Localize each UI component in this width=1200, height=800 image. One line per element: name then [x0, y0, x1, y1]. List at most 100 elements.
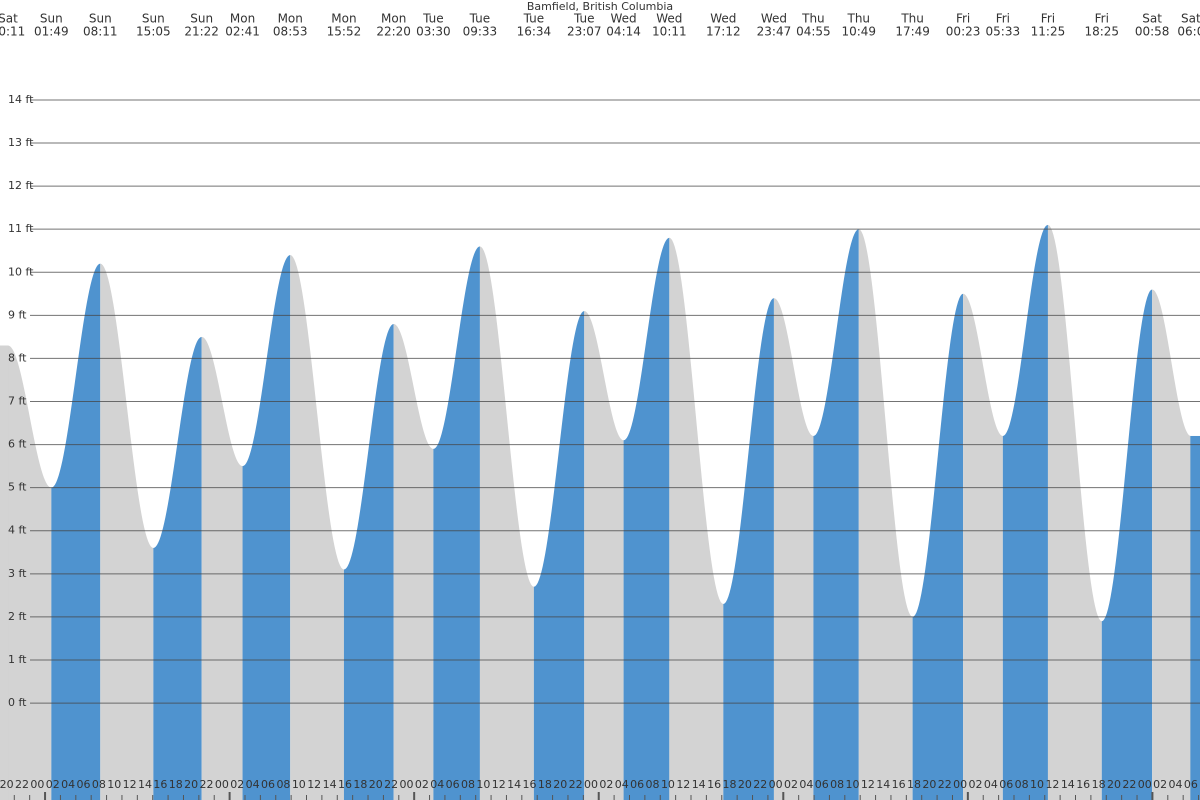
- extreme-day: Sat: [1181, 12, 1200, 26]
- extreme-day: Fri: [996, 12, 1010, 26]
- falling-tide: [773, 298, 814, 800]
- hour-label: 04: [984, 778, 998, 791]
- hour-label: 12: [676, 778, 690, 791]
- hour-label: 14: [138, 778, 152, 791]
- extreme-time: 09:33: [463, 25, 498, 39]
- hour-label: 22: [753, 778, 767, 791]
- hour-label: 20: [738, 778, 752, 791]
- falling-tide: [584, 311, 624, 800]
- extreme-time: 23:07: [567, 25, 602, 39]
- hour-label: 00: [399, 778, 413, 791]
- falling-tide: [669, 237, 724, 800]
- extreme-time: 08:11: [83, 25, 118, 39]
- extreme-time: 04:55: [796, 25, 831, 39]
- y-tick-label: 4 ft: [8, 524, 27, 537]
- falling-tide: [290, 255, 344, 800]
- rising-tide: [433, 246, 480, 800]
- extreme-time: 22:20: [376, 25, 411, 39]
- labels: 14 ft 13 ft 12 ft 11 ft 10 ft 9 ft 8 ft 7 ft 6 f…: [0, 12, 1200, 800]
- hour-label: 02: [415, 778, 429, 791]
- falling-tide: [1152, 289, 1191, 800]
- hour-label: 06: [446, 778, 460, 791]
- extreme-time: 21:22: [184, 25, 219, 39]
- hour-label: 16: [892, 778, 906, 791]
- extreme-time: 20:11: [0, 25, 25, 39]
- extreme-day: Fri: [956, 12, 970, 26]
- hour-label: 06: [77, 778, 91, 791]
- extreme-time: 06:0: [1177, 25, 1200, 39]
- hour-label: 22: [569, 778, 583, 791]
- y-tick-label: 11 ft: [8, 222, 34, 235]
- hour-label: 20: [369, 778, 383, 791]
- extreme-day: Tue: [469, 12, 491, 26]
- hour-label: 22: [384, 778, 398, 791]
- hour-label: 20: [184, 778, 198, 791]
- extreme-time: 15:05: [136, 25, 171, 39]
- extreme-day: Wed: [611, 12, 637, 26]
- extreme-day: Mon: [331, 12, 356, 26]
- hour-label: 04: [799, 778, 813, 791]
- rising-tide: [1002, 224, 1048, 800]
- hour-label: 02: [784, 778, 798, 791]
- y-tick-label: 10 ft: [8, 265, 34, 278]
- rising-tide: [242, 255, 291, 800]
- extreme-time: 23:47: [757, 25, 792, 39]
- hour-label: 18: [169, 778, 183, 791]
- hour-label: 10: [476, 778, 490, 791]
- hour-label: 16: [707, 778, 721, 791]
- rising-tide: [51, 263, 101, 800]
- hour-label: 00: [215, 778, 229, 791]
- falling-tide: [1047, 224, 1102, 800]
- y-tick-label: 1 ft: [8, 653, 27, 666]
- tide-fills: [0, 224, 1200, 800]
- hour-label: 08: [646, 778, 660, 791]
- extreme-time: 04:14: [606, 25, 641, 39]
- extreme-time: 00:23: [946, 25, 981, 39]
- rising-tide: [343, 323, 394, 800]
- y-tick-label: 14 ft: [8, 93, 34, 106]
- hour-label: 06: [261, 778, 275, 791]
- hour-label: 10: [661, 778, 675, 791]
- extreme-time: 17:49: [895, 25, 930, 39]
- hour-label: 04: [61, 778, 75, 791]
- hour-label: 06: [815, 778, 829, 791]
- hour-label: 16: [338, 778, 352, 791]
- hour-label: 20: [0, 778, 14, 791]
- extreme-time: 15:52: [327, 25, 362, 39]
- rising-tide: [1101, 289, 1153, 800]
- hour-label: 04: [246, 778, 260, 791]
- hour-label: 08: [1015, 778, 1029, 791]
- edge-fill: [0, 345, 9, 800]
- hour-label: 04: [1168, 778, 1182, 791]
- chart-title: Bamfield, British Columbia: [527, 0, 673, 13]
- edge-fill: [1190, 435, 1200, 800]
- rising-tide: [723, 298, 774, 800]
- extreme-time: 10:11: [652, 25, 687, 39]
- hour-label: 18: [722, 778, 736, 791]
- hour-label: 08: [830, 778, 844, 791]
- y-tick-label: 6 ft: [8, 438, 27, 451]
- falling-tide: [858, 229, 913, 800]
- extreme-time: 02:41: [225, 25, 260, 39]
- extreme-day: Sun: [89, 12, 112, 26]
- hour-label: 16: [523, 778, 537, 791]
- hour-label: 04: [430, 778, 444, 791]
- extreme-day: Sat: [0, 12, 18, 26]
- hour-label: 14: [692, 778, 706, 791]
- y-tick-label: 0 ft: [8, 696, 27, 709]
- y-tick-label: 3 ft: [8, 567, 27, 580]
- hour-label: 00: [30, 778, 44, 791]
- falling-tide: [201, 336, 243, 800]
- extreme-time: 16:34: [517, 25, 552, 39]
- extreme-time: 18:25: [1084, 25, 1119, 39]
- hour-label: 02: [599, 778, 613, 791]
- extreme-time: 08:53: [273, 25, 308, 39]
- falling-tide: [479, 246, 534, 800]
- y-tick-label: 8 ft: [8, 351, 27, 364]
- hour-label: 06: [630, 778, 644, 791]
- hour-label: 14: [876, 778, 890, 791]
- hour-label: 08: [461, 778, 475, 791]
- hour-label: 02: [46, 778, 60, 791]
- extreme-day: Fri: [1095, 12, 1109, 26]
- extreme-day: Wed: [710, 12, 736, 26]
